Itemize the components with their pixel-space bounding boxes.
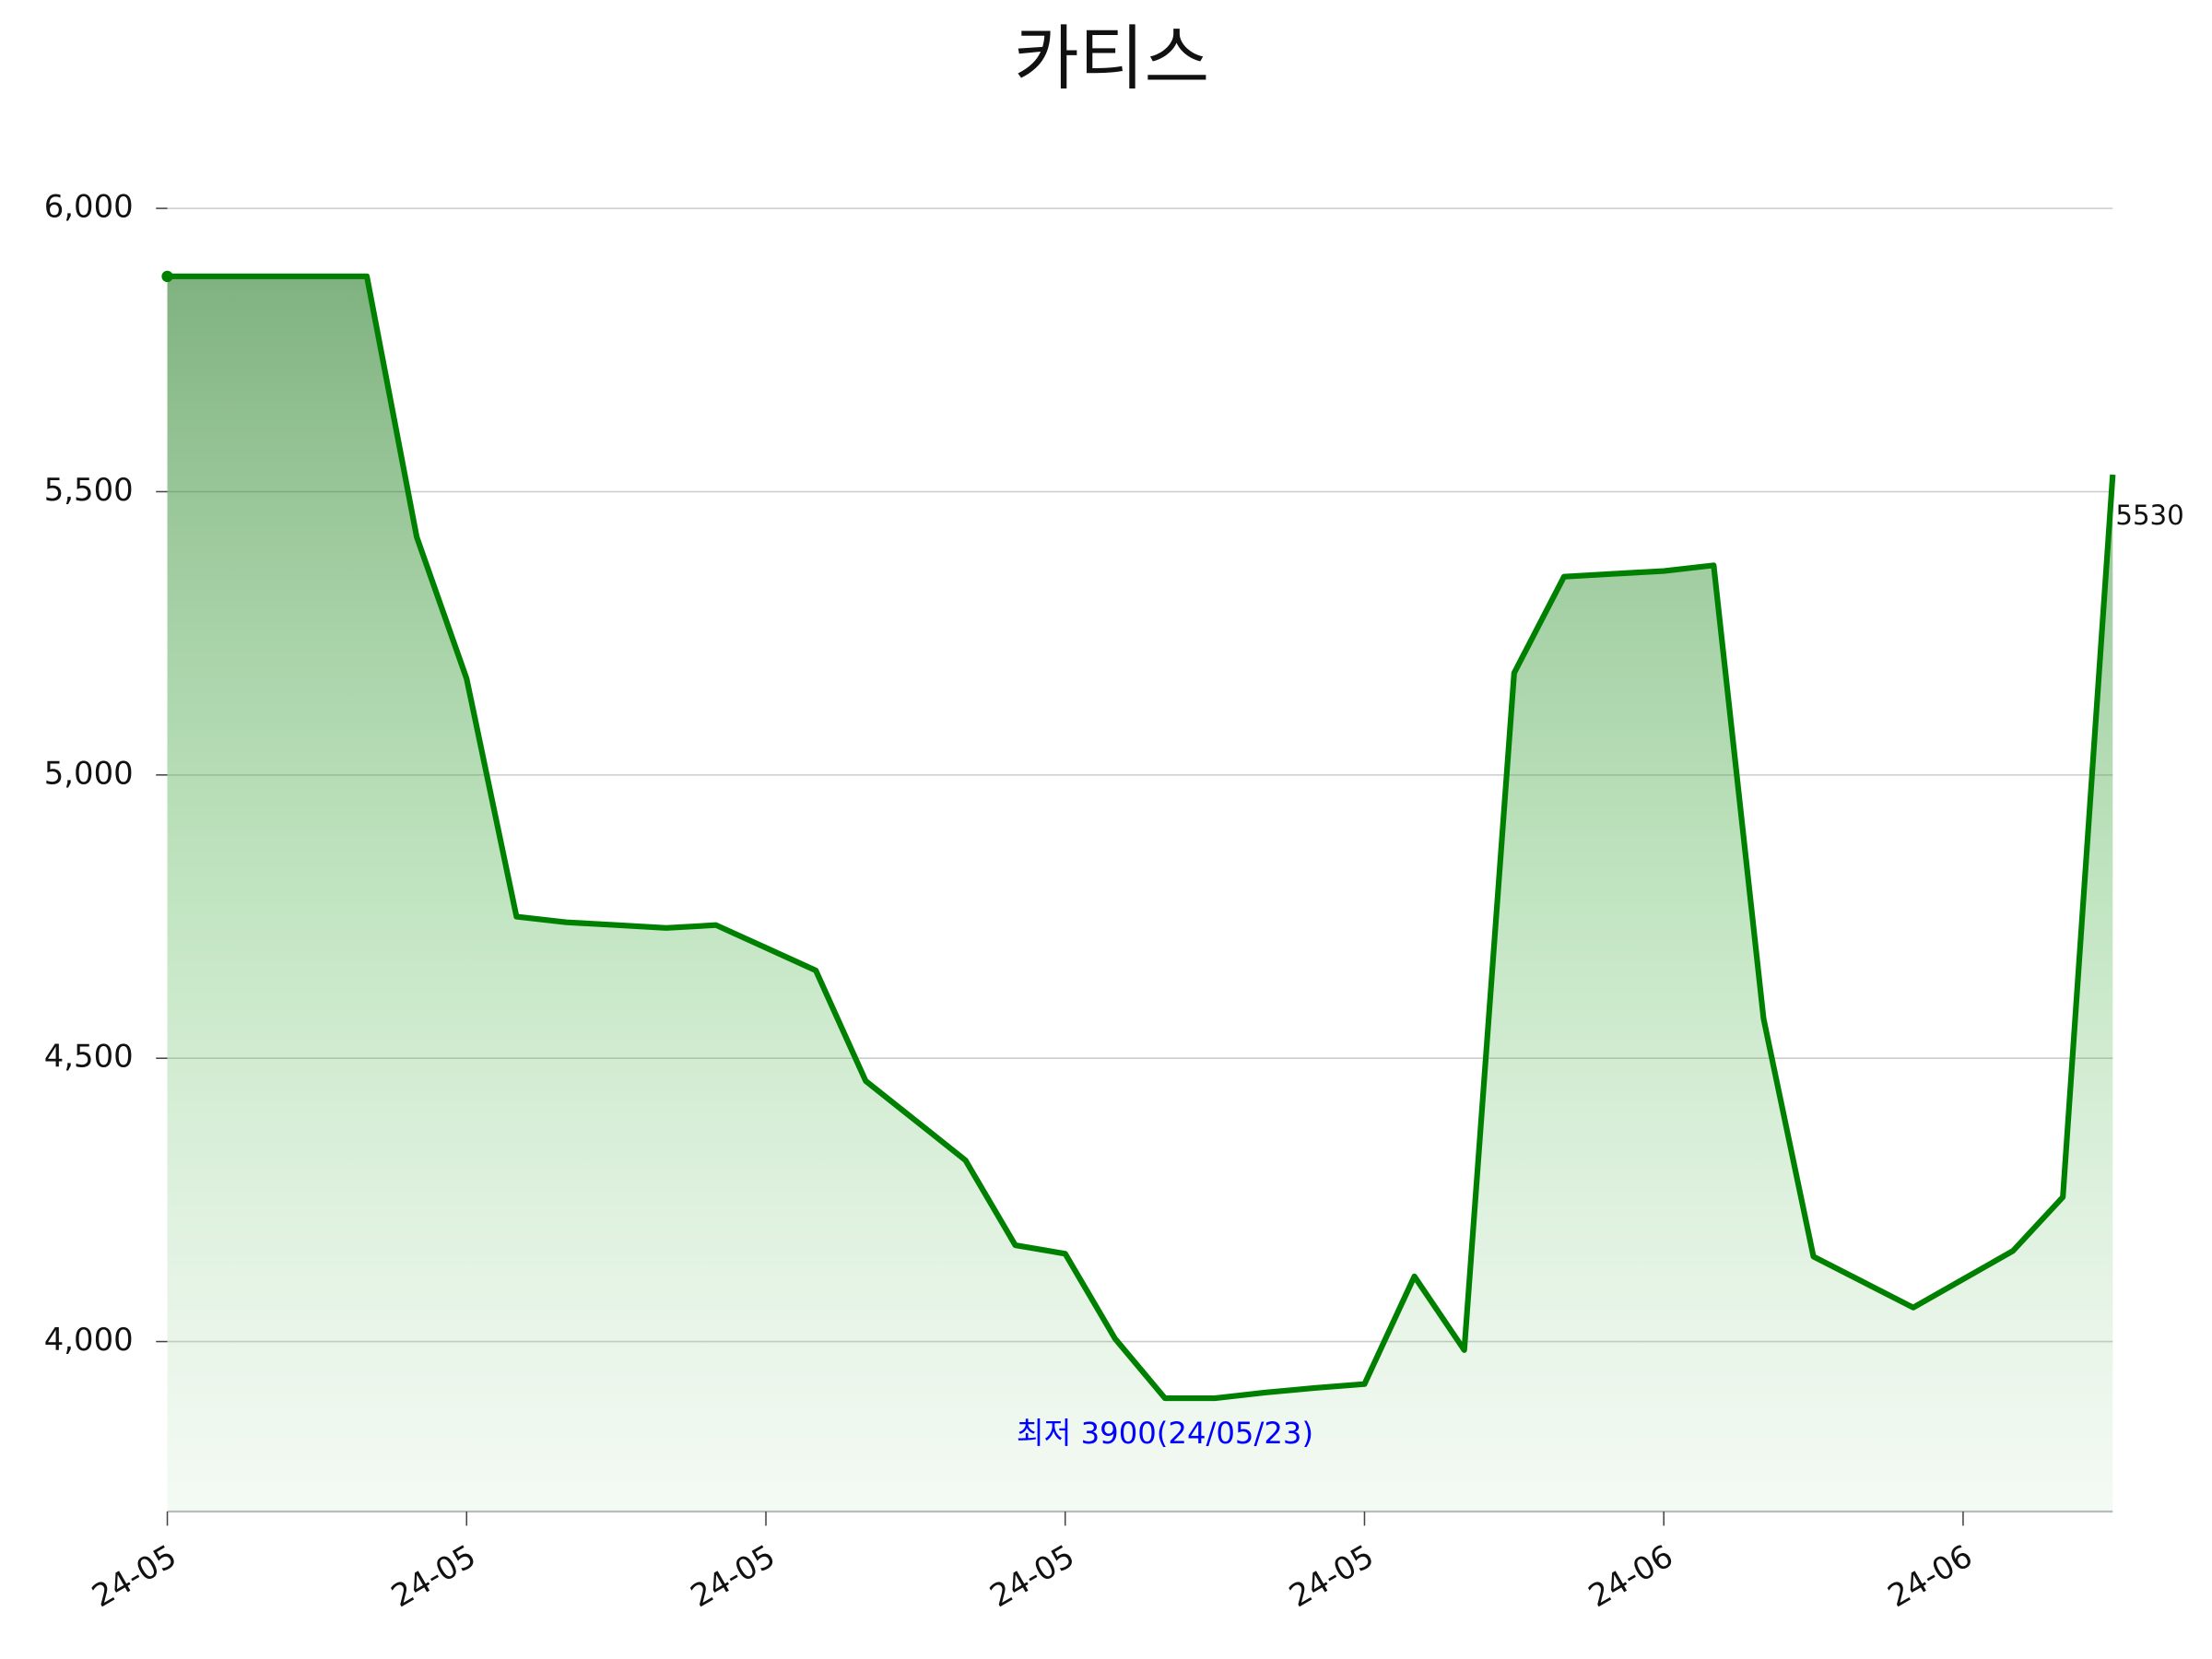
x-tick-label: 24-05	[1283, 1537, 1380, 1614]
x-tick-label: 24-05	[685, 1537, 782, 1614]
y-tick-label: 5,000	[44, 755, 134, 791]
x-tick-label: 24-05	[984, 1537, 1081, 1614]
x-tick-label: 24-06	[1882, 1537, 1979, 1614]
x-tick-label: 24-05	[86, 1537, 182, 1614]
line	[167, 273, 2116, 1402]
y-tick-label: 5,500	[44, 472, 134, 508]
x-tick-label: 24-06	[1583, 1537, 1679, 1614]
y-tick-label: 6,000	[44, 189, 134, 225]
chart-title: 카티스	[1014, 18, 1209, 100]
y-tick-label: 4,000	[44, 1322, 134, 1358]
y-tick-label: 4,500	[44, 1039, 134, 1075]
annotation: 최저 3900(24/05/23)	[1017, 1416, 1313, 1451]
start-dot	[161, 270, 173, 283]
area	[167, 276, 2113, 1512]
x-tick-label: 24-05	[385, 1537, 482, 1614]
end-value-label: 5530	[2115, 500, 2183, 531]
